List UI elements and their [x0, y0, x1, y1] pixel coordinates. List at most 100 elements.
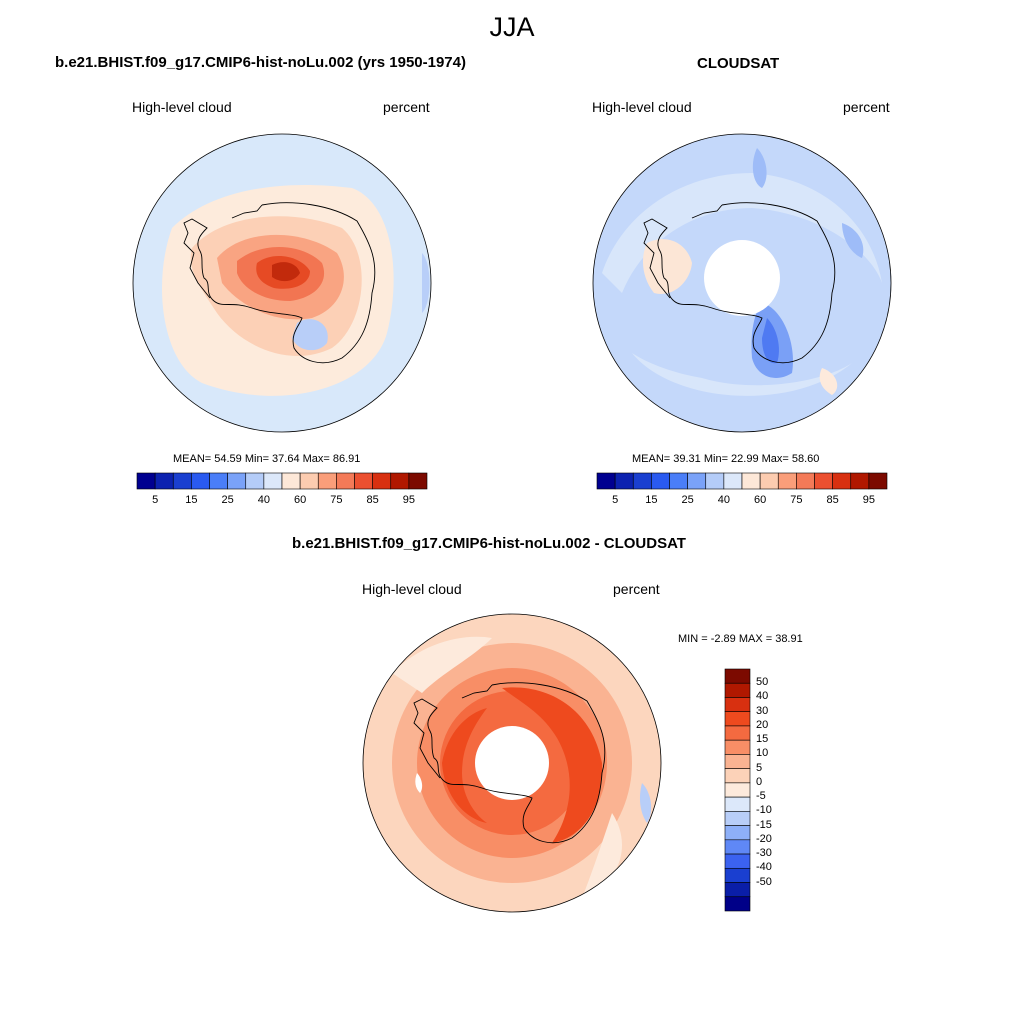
panel1-stats: MEAN= 54.59 Min= 37.64 Max= 86.91: [173, 453, 361, 465]
panel2-colorbar-box: [632, 472, 652, 490]
panel2-colorbar-tick-label: 5: [612, 494, 619, 506]
panel2-colorbar-box: [814, 472, 833, 490]
panel3-colorbar-tick-label: 5: [756, 761, 763, 774]
panel1-colorbar-tick-label: 5: [152, 494, 159, 506]
panel2-colorbar-box: [868, 472, 888, 490]
panel3-colorbar-tick-label: 50: [756, 676, 769, 689]
panel1-colorbar-tick-label: 95: [402, 494, 415, 506]
panel3-stats: MIN = -2.89 MAX = 38.91: [678, 633, 803, 645]
panel3-colorbar-box: [724, 867, 751, 883]
panel3-colorbar-box: [724, 711, 751, 727]
panel2-polar-map: [592, 133, 892, 433]
panel1-colorbar-tick-label: 85: [366, 494, 379, 506]
panel1-colorbar-box: [245, 472, 265, 490]
panel2-colorbar-box: [705, 472, 725, 490]
panel3-colorbar-tick-label: 30: [756, 704, 769, 717]
panel3-colorbar-tick-label: 20: [756, 718, 769, 731]
panel1-colorbar-tick-label: 60: [294, 494, 307, 506]
panel3-colorbar-box: [724, 697, 751, 713]
panel1-colorbar-box: [209, 472, 228, 490]
panel1-colorbar-box: [227, 472, 247, 490]
panel3-colorbar-box: [724, 882, 751, 898]
panel3-colorbar-tick-label: -40: [756, 861, 772, 874]
panel3-colorbar-box: [724, 754, 751, 769]
panel3-colorbar-tick-label: -15: [756, 818, 772, 831]
panel3-colorbar-box: [724, 668, 751, 684]
panel3-colorbar-tick-label: -30: [756, 847, 772, 860]
panel3-colorbar-tick-label: -50: [756, 875, 772, 888]
panel1-colorbar-box: [317, 472, 337, 490]
panel2-colorbar-box: [651, 472, 670, 490]
panel2-colorbar-tick-label: 95: [862, 494, 875, 506]
panel1-colorbar-box: [191, 472, 210, 490]
panel3-colorbar-ticks: 50 40 30 20 15 10 5 0 -5 -10 -15 -20 -30 -40 -50: [756, 669, 796, 911]
panel2-stats: MEAN= 39.31 Min= 22.99 Max= 58.60: [632, 453, 820, 465]
panel2-colorbar-box: [669, 472, 688, 490]
panel3-colorbar-tick-label: 10: [756, 747, 769, 760]
panel3-polar-map: [362, 613, 662, 913]
panel1-colorbar-ticks: 5 15 25 40 60 75 85 95: [137, 494, 427, 508]
panel1-colorbar-box: [354, 472, 373, 490]
panel2-colorbar-box: [723, 472, 743, 490]
panel1-colorbar-box: [154, 472, 174, 490]
panel2-colorbar-tick-label: 25: [681, 494, 694, 506]
panel2-colorbar-tick-label: 60: [754, 494, 767, 506]
panel3-units-label: percent: [613, 581, 660, 597]
panel1-colorbar-box: [408, 472, 428, 490]
panel3-colorbar-tick-label: 0: [756, 775, 763, 788]
panel1-colorbar-box: [336, 472, 355, 490]
panel3-colorbar-box: [724, 782, 751, 798]
panel1-polar-map: [132, 133, 432, 433]
panel1-colorbar-box: [372, 472, 392, 490]
panel1-colorbar-box: [390, 472, 410, 490]
panel2-colorbar-box: [850, 472, 870, 490]
panel1-colorbar: [136, 472, 428, 490]
panel2-variable-label: High-level cloud: [592, 99, 692, 115]
panel2-colorbar-tick-label: 15: [645, 494, 658, 506]
panel1-title: b.e21.BHIST.f09_g17.CMIP6-hist-noLu.002 …: [55, 54, 466, 71]
panel3-colorbar-box: [724, 768, 751, 784]
panel2-colorbar-box: [796, 472, 815, 490]
panel2-colorbar-box: [759, 472, 779, 490]
panel1-units-label: percent: [383, 99, 430, 115]
panel1-colorbar-box: [263, 472, 283, 490]
panel3-colorbar-box: [724, 839, 751, 855]
panel1-colorbar-tick-label: 40: [257, 494, 270, 506]
panel2-colorbar-tick-label: 85: [826, 494, 839, 506]
panel3-colorbar-box: [724, 825, 751, 841]
panel3-colorbar-box: [724, 682, 751, 698]
panel3-colorbar-box: [724, 796, 751, 812]
panel3-colorbar-tick-label: -5: [756, 790, 766, 803]
panel1-colorbar-box: [172, 472, 192, 490]
panel2-colorbar: [596, 472, 888, 490]
panel3-variable-label: High-level cloud: [362, 581, 462, 597]
panel3-colorbar-tick-label: -20: [756, 832, 772, 845]
panel2-colorbar-tick-label: 75: [790, 494, 803, 506]
panel3-colorbar-box: [724, 811, 751, 826]
panel1-colorbar-tick-label: 15: [185, 494, 198, 506]
panel2-colorbar-box: [741, 472, 761, 490]
panel1-colorbar-box: [299, 472, 319, 490]
panel2-colorbar-tick-label: 40: [717, 494, 730, 506]
panel3-colorbar-box: [724, 725, 751, 741]
panel1-colorbar-tick-label: 25: [221, 494, 234, 506]
panel3-colorbar-box: [724, 896, 751, 912]
panel1-colorbar-box: [281, 472, 301, 490]
panel1-colorbar-box: [136, 472, 156, 490]
panel2-colorbar-box: [777, 472, 797, 490]
panel2-colorbar-ticks: 5 15 25 40 60 75 85 95: [597, 494, 887, 508]
panel2-colorbar-box: [832, 472, 852, 490]
panel2-colorbar-box: [614, 472, 634, 490]
panel3-colorbar: [724, 668, 751, 912]
panel1-variable-label: High-level cloud: [132, 99, 232, 115]
panel1-colorbar-tick-label: 75: [330, 494, 343, 506]
panel3-colorbar-box: [724, 853, 751, 869]
panel3-colorbar-tick-label: 15: [756, 733, 769, 746]
panel3-colorbar-box: [724, 739, 751, 755]
panel2-colorbar-box: [687, 472, 707, 490]
panel3-title: b.e21.BHIST.f09_g17.CMIP6-hist-noLu.002 …: [292, 535, 686, 552]
panel2-colorbar-box: [596, 472, 616, 490]
panel3-colorbar-tick-label: -10: [756, 804, 772, 817]
figure-title: JJA: [489, 12, 535, 42]
panel2-title: CLOUDSAT: [697, 55, 780, 72]
